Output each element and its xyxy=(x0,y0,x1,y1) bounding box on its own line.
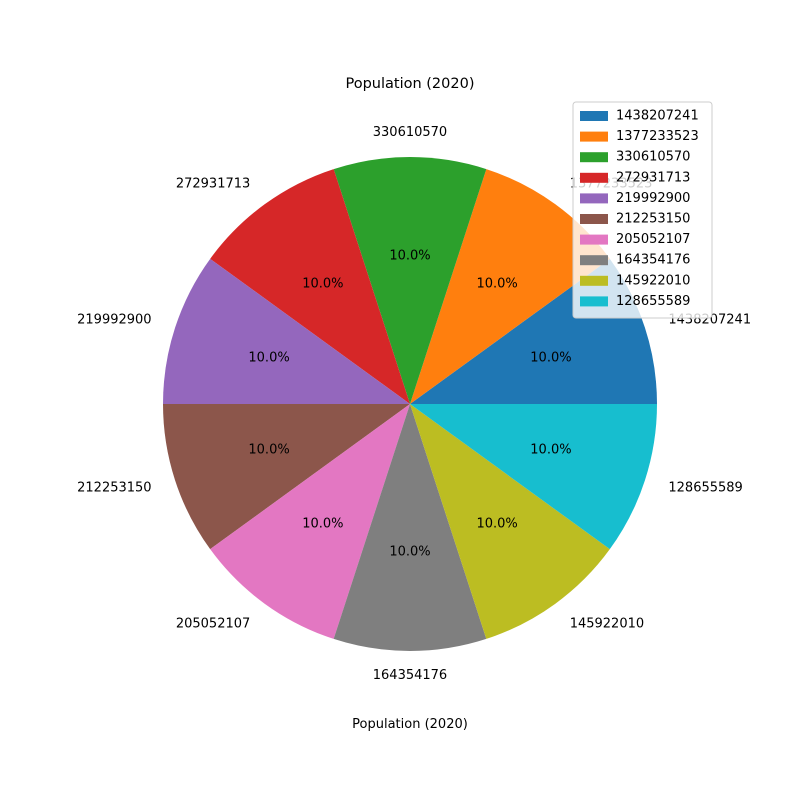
legend-entry: 128655589 xyxy=(616,294,690,309)
percent-label: 10.0% xyxy=(248,442,289,457)
pie-slice xyxy=(210,404,410,639)
percent-label: 10.0% xyxy=(302,516,343,531)
pie-slice xyxy=(163,258,410,404)
percent-label: 10.0% xyxy=(530,442,571,457)
slice-label: 164354176 xyxy=(373,668,447,683)
slice-label: 128655589 xyxy=(668,480,742,495)
legend-swatch xyxy=(580,255,608,266)
legend: 1438207241 1377233523 330610570 272931713 21… xyxy=(572,101,713,319)
pie-slice xyxy=(333,157,487,404)
legend-swatch xyxy=(580,111,608,121)
pie-slice xyxy=(163,404,410,550)
percent-label: 10.0% xyxy=(302,277,343,292)
pie-slices xyxy=(163,157,657,651)
chart-title: Population (2020) xyxy=(345,76,474,92)
pie-slice xyxy=(410,169,610,404)
legend-entry: 164354176 xyxy=(616,253,690,268)
pie-slice xyxy=(333,404,487,651)
slice-label: 330610570 xyxy=(373,125,447,140)
legend-entry: 145922010 xyxy=(616,273,690,288)
legend-swatch xyxy=(580,296,608,307)
pie-slice xyxy=(210,169,410,404)
percent-labels: 10.0% 10.0% 10.0% 10.0% 10.0% 10.0% 10.0% 10.0%… xyxy=(248,248,571,559)
legend-entry: 1438207241 xyxy=(616,109,699,124)
percent-label: 10.0% xyxy=(389,248,430,263)
legend-entry: 205052107 xyxy=(616,232,690,247)
percent-label: 10.0% xyxy=(476,277,517,292)
legend-entry: 1377233523 xyxy=(616,129,699,144)
legend-swatch xyxy=(580,131,608,142)
legend-swatch xyxy=(580,172,608,183)
slice-label: 212253150 xyxy=(77,480,151,495)
legend-entry: 272931713 xyxy=(616,170,690,185)
legend-swatch xyxy=(580,152,608,163)
legend-swatch xyxy=(580,214,608,224)
legend-swatch xyxy=(580,193,608,204)
percent-label: 10.0% xyxy=(476,516,517,531)
slice-label: 145922010 xyxy=(570,616,644,631)
legend-entry: 219992900 xyxy=(616,191,690,206)
pie-slice xyxy=(410,404,657,550)
legend-entry: 330610570 xyxy=(616,150,690,165)
legend-swatch xyxy=(580,275,608,286)
slice-label: 219992900 xyxy=(77,313,151,328)
percent-label: 10.0% xyxy=(530,351,571,366)
percent-label: 10.0% xyxy=(248,351,289,366)
slice-label: 272931713 xyxy=(176,177,250,192)
percent-label: 10.0% xyxy=(389,545,430,560)
pie-slice xyxy=(410,404,610,639)
slice-label: 205052107 xyxy=(176,616,250,631)
legend-entry: 212253150 xyxy=(616,212,690,227)
x-axis-label: Population (2020) xyxy=(352,717,468,732)
legend-swatch xyxy=(580,234,608,245)
